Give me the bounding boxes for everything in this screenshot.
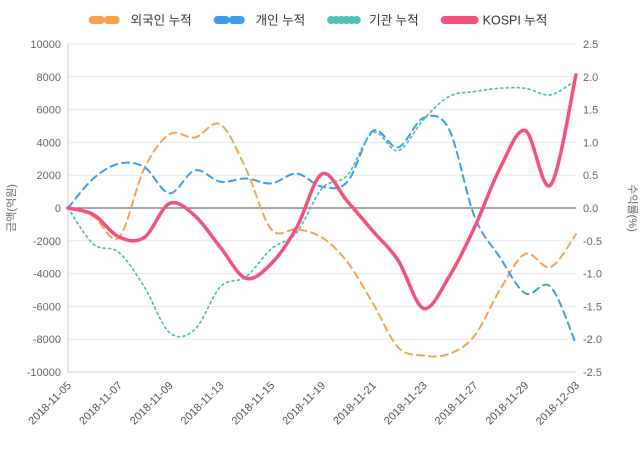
left-axis-tick-label: 0 bbox=[55, 203, 61, 215]
right-axis-tick-label: 1.0 bbox=[583, 137, 598, 149]
left-axis-tick-label: -4000 bbox=[33, 269, 61, 281]
series-foreigner-line bbox=[67, 122, 577, 358]
x-axis-tick-label: 2018-11-29 bbox=[484, 380, 532, 428]
legend-item-kospi[interactable]: KOSPI 누적 bbox=[440, 14, 548, 28]
left-axis-tick-label: 10000 bbox=[30, 39, 61, 51]
x-axis-tick-label: 2018-11-07 bbox=[77, 380, 125, 428]
x-axis-tick-label: 2018-11-05 bbox=[26, 380, 74, 428]
left-axis-tick-label: -10000 bbox=[27, 367, 61, 379]
x-axis-tick-label: 2018-11-23 bbox=[382, 380, 430, 428]
left-axis-title: 금액(억원) bbox=[5, 184, 18, 232]
legend-label: 기관 누적 bbox=[369, 14, 418, 28]
right-axis-tick-label: -1.5 bbox=[583, 301, 602, 313]
left-axis-tick-label: 4000 bbox=[37, 137, 61, 149]
x-axis-tick-label: 2018-11-21 bbox=[331, 380, 379, 428]
x-axis-tick-label: 2018-11-27 bbox=[433, 380, 481, 428]
right-axis-tick-label: -2.0 bbox=[583, 334, 602, 346]
left-axis-tick-label: -8000 bbox=[33, 334, 61, 346]
left-axis-tick-label: 2000 bbox=[37, 170, 61, 182]
legend-label: 외국인 누적 bbox=[131, 14, 192, 28]
right-axis-tick-label: -2.5 bbox=[583, 367, 602, 379]
left-axis-tick-label: -6000 bbox=[33, 301, 61, 313]
legend-label: 개인 누적 bbox=[256, 14, 305, 28]
left-axis-tick-label: 6000 bbox=[37, 105, 61, 117]
x-axis-tick-label: 2018-12-03 bbox=[534, 380, 582, 428]
series-kospi-line bbox=[66, 73, 578, 311]
x-axis-tick-label: 2018-11-19 bbox=[280, 380, 328, 428]
series-individual-line bbox=[67, 114, 577, 346]
right-axis-tick-label: 1.5 bbox=[583, 105, 598, 117]
left-axis-tick-label: 8000 bbox=[37, 72, 61, 84]
right-axis-title: 수익률(%) bbox=[626, 184, 639, 231]
right-axis-tick-label: 0.0 bbox=[583, 203, 598, 215]
right-axis-tick-label: -1.0 bbox=[583, 269, 602, 281]
left-axis-tick-label: -2000 bbox=[33, 236, 61, 248]
x-axis-tick-label: 2018-11-13 bbox=[179, 380, 227, 428]
right-axis-tick-label: 2.0 bbox=[583, 72, 598, 84]
right-axis-tick-label: 0.5 bbox=[583, 170, 598, 182]
legend-item-foreigner[interactable]: 외국인 누적 bbox=[88, 14, 192, 28]
series-institution-line bbox=[67, 79, 577, 338]
right-axis-tick-label: -0.5 bbox=[583, 236, 602, 248]
x-axis-tick-label: 2018-11-09 bbox=[128, 380, 176, 428]
legend-item-individual[interactable]: 개인 누적 bbox=[213, 14, 305, 28]
chart-legend: 외국인 누적 개인 누적 기관 누적 KOSPI 누적 bbox=[88, 14, 548, 28]
x-axis-tick-label: 2018-11-15 bbox=[230, 380, 278, 428]
legend-item-institution[interactable]: 기관 누적 bbox=[327, 14, 419, 28]
right-axis-tick-label: 2.5 bbox=[583, 39, 598, 51]
legend-label: KOSPI 누적 bbox=[483, 14, 548, 28]
